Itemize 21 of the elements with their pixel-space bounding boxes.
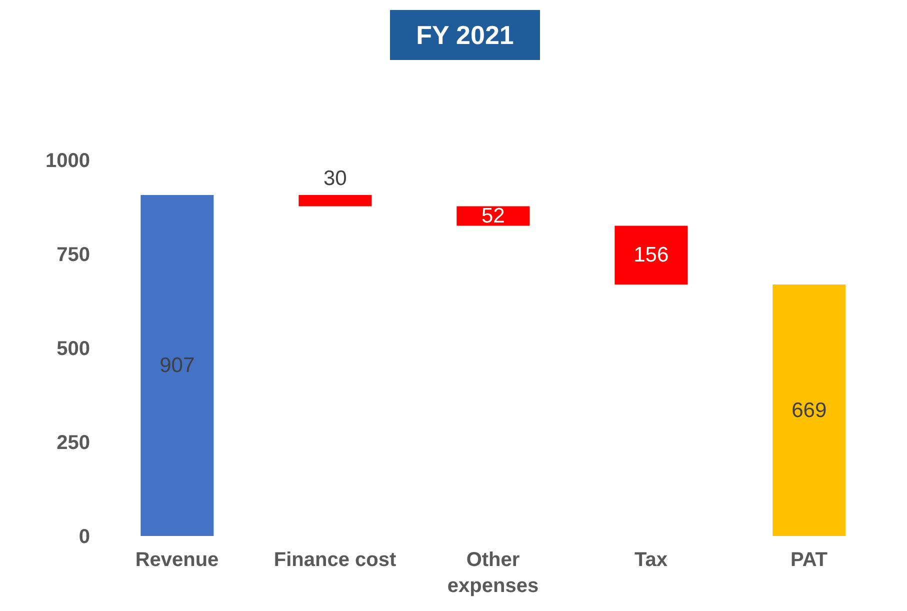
data-label: 907 xyxy=(160,354,195,378)
bar xyxy=(772,284,846,536)
bar xyxy=(614,226,688,284)
x-tick-label: Finance cost xyxy=(274,549,396,571)
data-label: 156 xyxy=(634,244,669,267)
y-tick-label: 0 xyxy=(78,526,90,548)
y-tick-label: 250 xyxy=(56,432,90,454)
data-label: 669 xyxy=(792,398,827,422)
chart-title: FY 2021 xyxy=(390,10,540,60)
y-tick-label: 500 xyxy=(56,338,90,360)
bar xyxy=(140,194,214,536)
x-tick-label: Tax xyxy=(634,549,668,571)
data-label: 52 xyxy=(481,204,505,228)
y-tick-label: 1000 xyxy=(46,150,90,172)
x-tick-label: PAT xyxy=(790,549,828,571)
bar xyxy=(298,194,372,206)
data-label: 30 xyxy=(323,166,347,190)
x-tick-label: Revenue xyxy=(135,549,219,571)
bar xyxy=(456,206,530,226)
x-tick-label: Other expenses xyxy=(447,549,539,597)
y-tick-label: 750 xyxy=(56,244,90,266)
